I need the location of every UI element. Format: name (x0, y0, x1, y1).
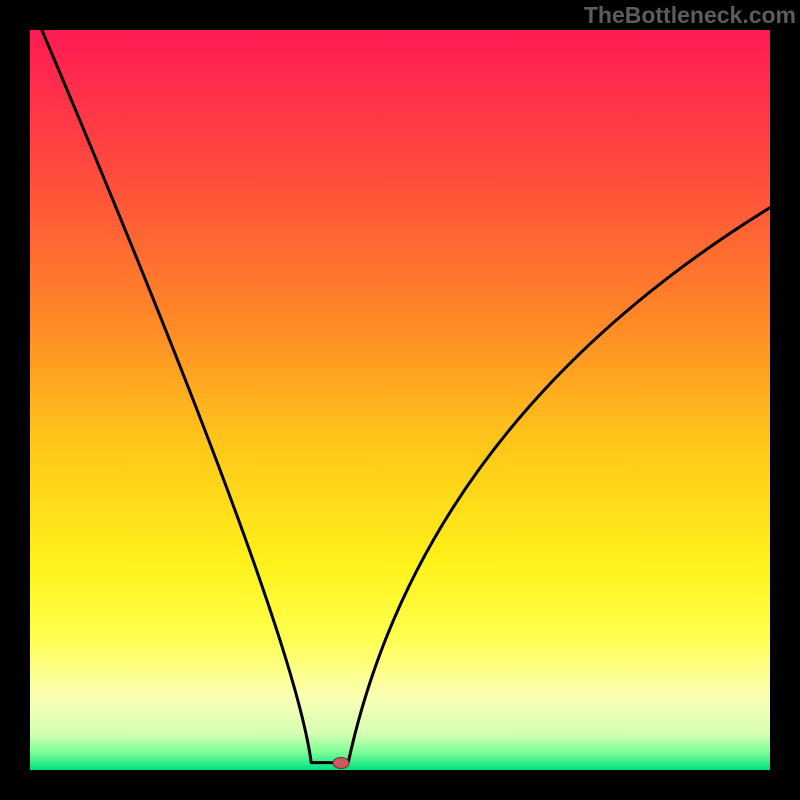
curve-path (42, 30, 770, 763)
chart-outer: TheBottleneck.com (0, 0, 800, 800)
bottleneck-curve (30, 30, 770, 770)
watermark-text: TheBottleneck.com (584, 2, 796, 29)
optimal-point-marker (332, 757, 349, 769)
plot-area (30, 30, 770, 770)
